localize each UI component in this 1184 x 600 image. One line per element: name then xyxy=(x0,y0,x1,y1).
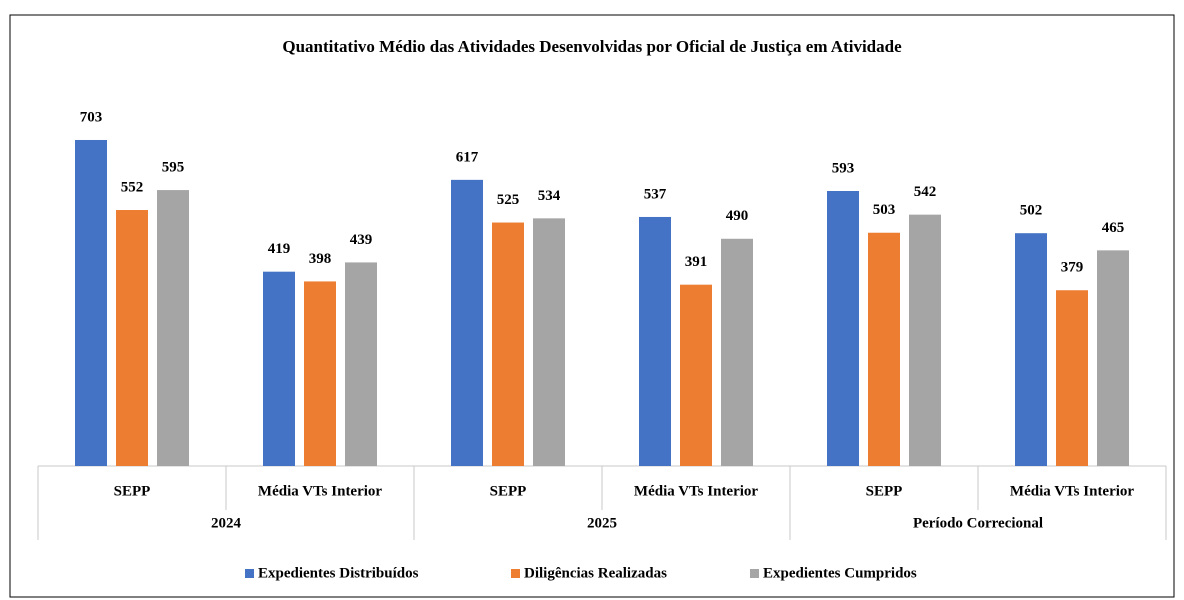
data-label: 552 xyxy=(121,179,144,195)
bar xyxy=(492,222,524,466)
bar xyxy=(345,262,377,466)
bar xyxy=(721,238,753,466)
bar xyxy=(680,284,712,466)
legend-label: Expedientes Distribuídos xyxy=(258,565,419,581)
legend-label: Diligências Realizadas xyxy=(524,565,667,581)
x-tick-label: Média VTs Interior xyxy=(634,483,759,499)
data-label: 542 xyxy=(914,184,937,200)
data-label: 439 xyxy=(350,232,373,248)
bar xyxy=(1056,290,1088,466)
legend-swatch xyxy=(750,569,759,578)
chart-title: Quantitativo Médio das Atividades Desenv… xyxy=(282,37,902,56)
bar xyxy=(868,232,900,466)
x-tick-label: Média VTs Interior xyxy=(258,483,383,499)
data-label: 537 xyxy=(644,186,667,202)
bar xyxy=(116,210,148,466)
bar xyxy=(451,179,483,466)
bar xyxy=(827,190,859,466)
data-label: 502 xyxy=(1020,203,1043,219)
data-label: 534 xyxy=(538,188,561,204)
legend-swatch xyxy=(511,569,520,578)
data-label: 379 xyxy=(1061,260,1084,276)
x-tick-label: SEPP xyxy=(114,483,151,499)
bar xyxy=(304,281,336,466)
bar xyxy=(1015,233,1047,466)
data-label: 490 xyxy=(726,208,749,224)
bar xyxy=(533,218,565,466)
data-label: 465 xyxy=(1102,220,1125,236)
group-label: Período Correcional xyxy=(913,515,1043,531)
bar xyxy=(263,271,295,466)
bar xyxy=(75,139,107,466)
bar xyxy=(1097,250,1129,466)
bar xyxy=(639,216,671,466)
data-label: 525 xyxy=(497,192,520,208)
data-label: 398 xyxy=(309,251,332,267)
data-label: 617 xyxy=(456,149,479,165)
legend-label: Expedientes Cumpridos xyxy=(763,565,917,581)
legend-swatch xyxy=(245,569,254,578)
x-tick-label: SEPP xyxy=(866,483,903,499)
data-label: 595 xyxy=(162,160,185,176)
bar xyxy=(909,214,941,466)
group-label: 2024 xyxy=(211,515,242,531)
x-tick-label: SEPP xyxy=(490,483,527,499)
data-label: 419 xyxy=(268,241,291,257)
group-label: 2025 xyxy=(587,515,617,531)
data-label: 391 xyxy=(685,254,708,270)
frame xyxy=(9,14,1175,598)
data-label: 503 xyxy=(873,202,896,218)
data-label: 593 xyxy=(832,160,855,176)
bar xyxy=(157,190,189,466)
data-label: 703 xyxy=(80,109,103,125)
x-tick-label: Média VTs Interior xyxy=(1010,483,1135,499)
